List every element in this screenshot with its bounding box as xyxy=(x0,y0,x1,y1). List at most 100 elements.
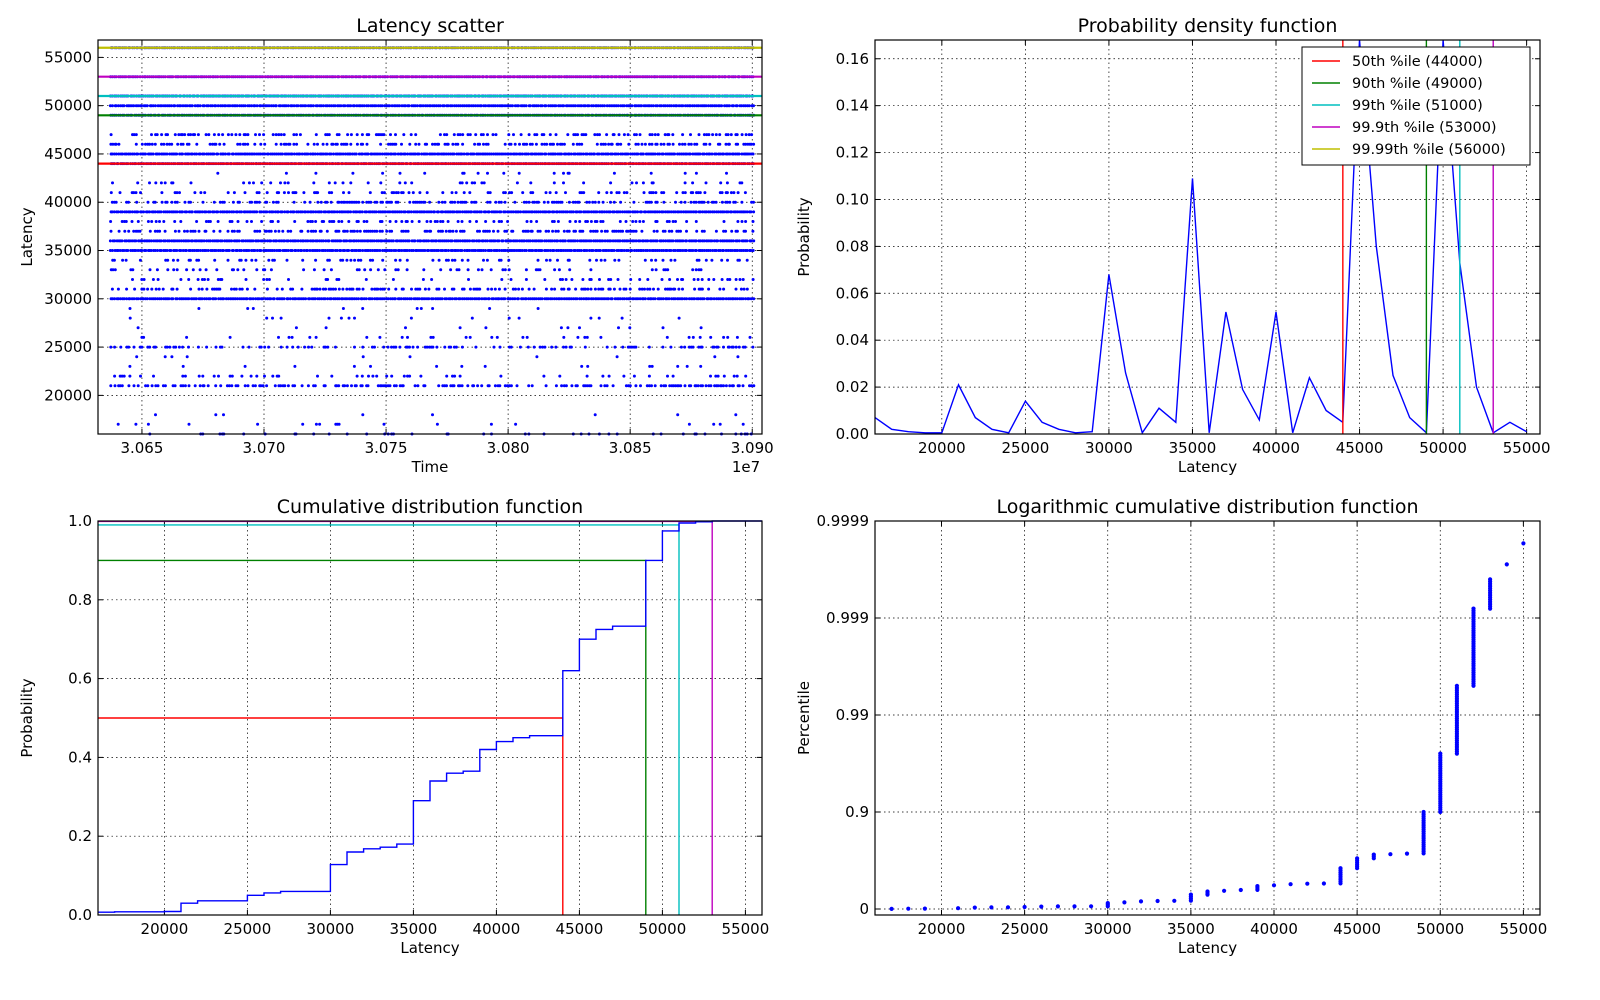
scatter-point xyxy=(737,384,741,388)
scatter-point xyxy=(134,142,138,146)
scatter-point xyxy=(474,104,478,108)
scatter-point xyxy=(646,278,650,281)
scatter-point xyxy=(480,384,484,388)
scatter-point xyxy=(321,142,325,146)
scatter-point xyxy=(226,297,230,301)
scatter-point xyxy=(116,287,120,291)
scatter-point xyxy=(495,335,499,339)
scatter-point xyxy=(302,239,306,243)
scatter-point xyxy=(358,249,362,252)
scatter-point xyxy=(258,229,262,233)
scatter-point xyxy=(462,297,466,301)
scatter-point xyxy=(521,152,524,156)
scatter-point xyxy=(492,229,495,233)
scatter-point xyxy=(265,229,269,233)
scatter-point xyxy=(703,191,707,195)
scatter-point xyxy=(279,384,283,388)
scatter-point xyxy=(617,326,620,330)
scatter-point xyxy=(138,229,142,233)
scatter-point xyxy=(342,191,345,195)
scatter-point xyxy=(348,152,352,156)
scatter-point xyxy=(518,345,522,349)
scatter-point xyxy=(218,249,222,252)
scatter-point xyxy=(242,268,246,272)
scatter-point xyxy=(476,268,480,272)
scatter-point xyxy=(314,133,318,137)
scatter-point xyxy=(208,210,212,214)
scatter-point xyxy=(273,229,277,233)
scatter-point xyxy=(425,152,429,156)
scatter-point xyxy=(468,191,472,195)
scatter-point xyxy=(540,142,544,146)
scatter-point xyxy=(154,413,157,417)
scatter-point xyxy=(673,210,677,214)
scatter-point xyxy=(405,249,409,252)
scatter-point xyxy=(712,239,716,243)
scatter-point xyxy=(286,297,290,301)
scatter-point xyxy=(435,364,439,368)
scatter-point xyxy=(661,210,665,214)
scatter-point xyxy=(337,278,341,281)
scatter-point xyxy=(597,200,601,204)
scatter-point xyxy=(249,374,253,378)
scatter-point xyxy=(290,152,294,156)
scatter-point xyxy=(155,268,159,272)
scatter-point xyxy=(601,152,605,156)
scatter-point xyxy=(470,181,474,185)
scatter-point xyxy=(670,229,674,233)
scatter-point xyxy=(472,239,476,243)
scatter-point xyxy=(300,152,304,156)
scatter-point xyxy=(685,229,688,233)
scatter-point xyxy=(185,335,189,339)
scatter-point xyxy=(361,345,365,349)
scatter-point xyxy=(108,239,112,243)
scatter-point xyxy=(418,191,422,195)
x-tick-label: 3.085 xyxy=(609,439,652,457)
scatter-point xyxy=(306,210,310,214)
scatter-point xyxy=(400,210,403,214)
scatter-point xyxy=(558,374,562,378)
scatter-point xyxy=(240,152,244,156)
scatter-point xyxy=(398,258,402,262)
scatter-point xyxy=(240,287,244,291)
scatter-point xyxy=(460,258,464,262)
scatter-point xyxy=(640,104,643,108)
scatter-point xyxy=(462,104,466,108)
scatter-point xyxy=(468,133,472,137)
scatter-point xyxy=(408,142,412,146)
scatter-point xyxy=(201,200,205,204)
scatter-point xyxy=(724,229,728,233)
scatter-point xyxy=(576,239,579,243)
scatter-point xyxy=(254,297,258,301)
scatter-point xyxy=(116,210,120,214)
scatter-point xyxy=(337,384,341,388)
scatter-point xyxy=(673,297,677,301)
scatter-point xyxy=(433,152,437,156)
scatter-point xyxy=(437,249,440,252)
scatter-point xyxy=(511,297,515,301)
scatter-point xyxy=(737,152,741,156)
scatter-point xyxy=(478,229,481,233)
scatter-point xyxy=(214,413,218,417)
scatter-point xyxy=(517,316,521,320)
scatter-point xyxy=(427,210,431,214)
scatter-point xyxy=(150,384,154,388)
scatter-point xyxy=(326,345,330,349)
scatter-point xyxy=(452,384,456,388)
scatter-point xyxy=(671,239,675,243)
scatter-point xyxy=(553,268,557,272)
scatter-point xyxy=(643,297,647,301)
scatter-point xyxy=(216,239,220,243)
scatter-point xyxy=(502,171,506,175)
x-tick-label: 3.070 xyxy=(243,439,286,457)
scatter-point xyxy=(517,104,520,108)
scatter-point xyxy=(562,210,566,214)
scatter-point xyxy=(289,210,293,214)
scatter-point xyxy=(347,220,351,223)
scatter-point xyxy=(605,104,609,108)
scatter-point xyxy=(567,171,571,175)
scatter-point xyxy=(357,287,361,291)
scatter-point xyxy=(514,422,518,426)
scatter-point xyxy=(273,249,277,252)
scatter-point xyxy=(543,345,547,349)
